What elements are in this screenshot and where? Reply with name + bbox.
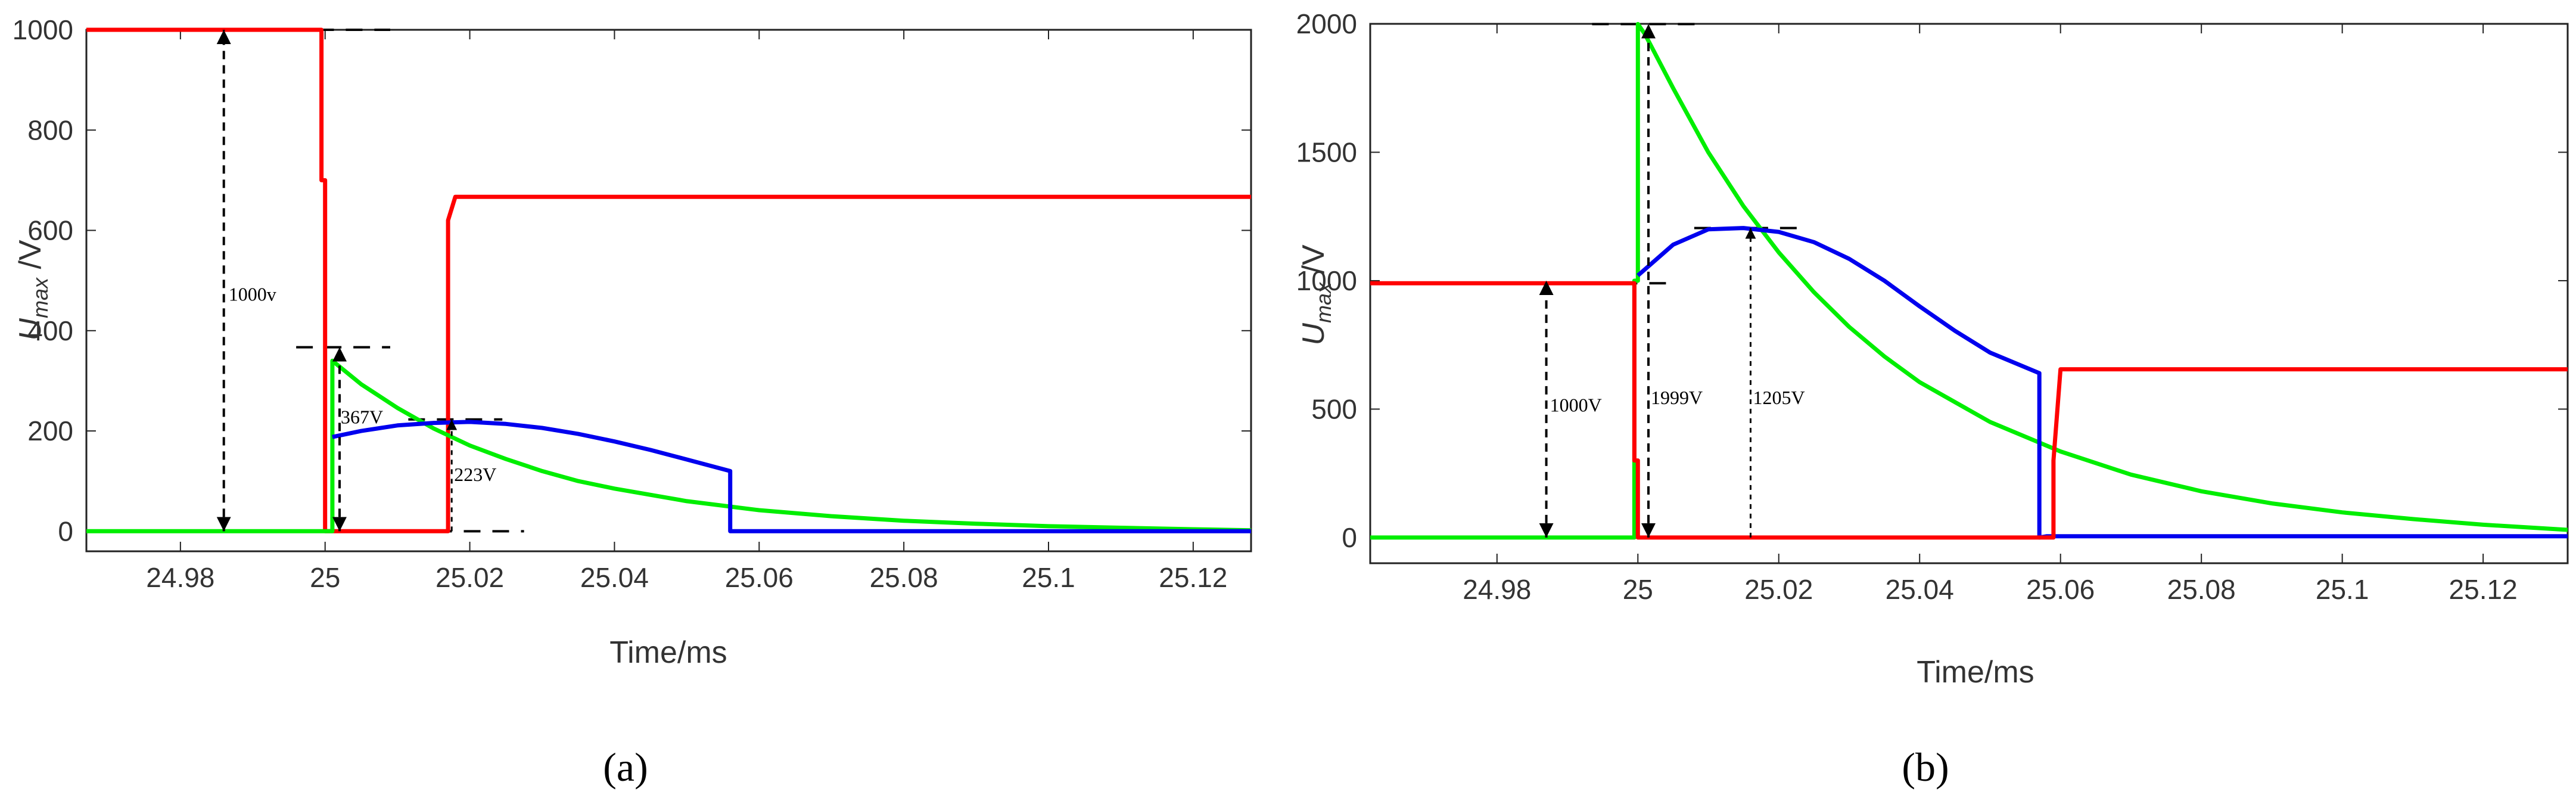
annotation-label: 223V (454, 464, 496, 485)
y-tick-label: 0 (58, 516, 73, 547)
x-tick-label: 25.08 (870, 562, 938, 593)
x-tick-label: 25.1 (2316, 574, 2369, 605)
x-tick-label: 25.12 (2449, 574, 2518, 605)
x-tick-label: 25.06 (2026, 574, 2095, 605)
tick-marks (86, 29, 1251, 551)
plot-frame (85, 29, 1252, 552)
annotation-label: 367V (341, 406, 383, 427)
series-lines (86, 27, 1252, 533)
x-tick-label: 24.98 (1463, 574, 1531, 605)
series-line (86, 358, 1252, 533)
y-tick-label: 200 (27, 415, 73, 446)
series-lines (1370, 21, 2568, 540)
annotations: 1000v 367V 223V (216, 30, 496, 532)
y-axis-label: Umax /V (1296, 244, 1336, 345)
series-line (332, 420, 1251, 533)
y-tick-label: 400 (27, 315, 73, 346)
annotations: 1000V 1999V 1205V (1539, 24, 1805, 538)
x-tick-label: 25 (1623, 574, 1653, 605)
y-tick-label: 500 (1311, 393, 1357, 424)
annotation-label: 1999V (1651, 387, 1703, 408)
x-tick-label: 25.06 (725, 562, 794, 593)
x-tick-label: 25.12 (1159, 562, 1227, 593)
x-tick-label: 25.02 (1744, 574, 1813, 605)
plot-frame (1369, 23, 2569, 564)
x-tick-label: 25 (310, 562, 340, 593)
series-line (1636, 226, 2568, 540)
y-tick-label: 1500 (1296, 136, 1357, 167)
tick-labels: 24.98 25 25.02 25.04 25.06 25.08 25.1 25.12 0 500… (1296, 8, 2518, 605)
panel-label-b: (b) (1902, 744, 1949, 790)
x-axis-label: Time/ms (1917, 655, 2034, 690)
annotation-label: 1000v (229, 283, 276, 305)
chart-a: 24.98 25 25.02 25.04 25.06 25.08 25.1 25.12 0 200… (13, 14, 1252, 790)
annotation-label: 1000V (1550, 395, 1602, 416)
y-tick-label: 1000 (13, 14, 73, 45)
y-tick-label: 0 (1342, 522, 1357, 553)
tick-labels: 24.98 25 25.02 25.04 25.06 25.08 25.1 25.12 0 200… (13, 14, 1228, 593)
x-tick-label: 25.08 (2167, 574, 2236, 605)
y-tick-label: 1000 (1296, 265, 1357, 296)
y-tick-label: 2000 (1296, 8, 1357, 39)
x-tick-label: 25.02 (435, 562, 504, 593)
y-tick-label: 800 (27, 114, 73, 145)
x-axis-label: Time/ms (609, 635, 727, 670)
x-tick-label: 24.98 (146, 562, 214, 593)
chart-b: 24.98 25 25.02 25.04 25.06 25.08 25.1 25.12 0 500… (1296, 8, 2569, 790)
series-line (1370, 21, 2568, 540)
y-axis-label: Umax /V (13, 240, 52, 340)
x-tick-label: 25.1 (1022, 562, 1075, 593)
series-line (1370, 281, 2568, 540)
x-tick-label: 25.04 (1886, 574, 1954, 605)
x-tick-label: 25.04 (580, 562, 649, 593)
annotation-label: 1205V (1753, 387, 1805, 408)
tick-marks (1370, 23, 2568, 563)
y-tick-label: 600 (27, 215, 73, 246)
panel-label-a: (a) (603, 744, 648, 790)
